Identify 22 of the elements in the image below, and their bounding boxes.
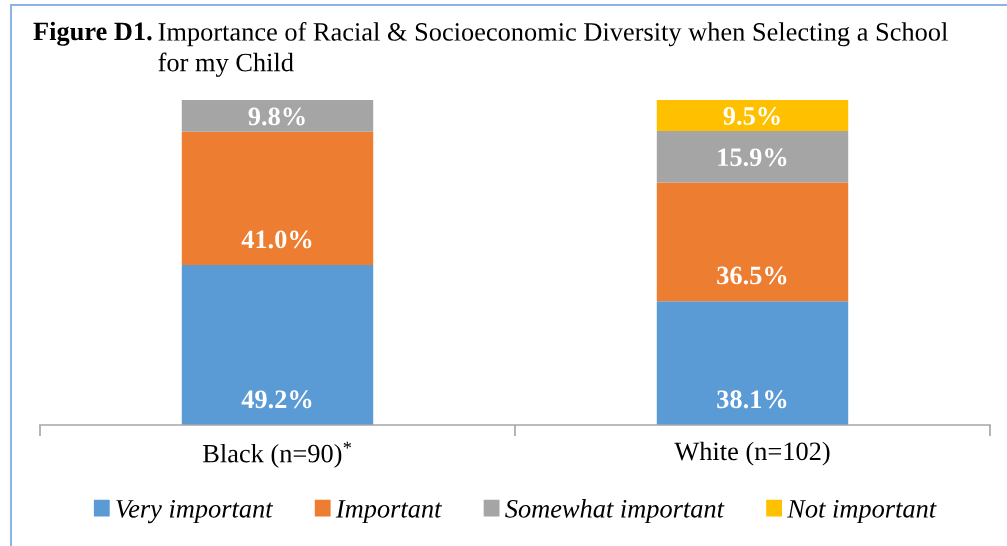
x-tick-label: Black (n=90)$^{*}$ bbox=[203, 441, 352, 468]
legend-label: Very important bbox=[116, 499, 274, 524]
data-label: 38.1% bbox=[717, 390, 787, 409]
legend-label: Important bbox=[335, 500, 442, 524]
data-label: 9.5% bbox=[723, 107, 780, 125]
data-label: 9.8% bbox=[248, 107, 305, 126]
chart-title: Figure D1. bbox=[33, 21, 152, 46]
data-label: 49.2% bbox=[241, 390, 312, 409]
data-label: 36.5% bbox=[717, 266, 787, 285]
data-label: 15.9% bbox=[718, 148, 787, 167]
legend-label: Not important bbox=[787, 499, 937, 524]
bar bbox=[181, 100, 374, 132]
bar bbox=[181, 265, 374, 425]
legend-label: Somewhat important bbox=[505, 499, 725, 524]
bar bbox=[656, 100, 849, 131]
bar bbox=[656, 130, 849, 183]
chart-subtitle: Importance of Racial & Socioeconomic Diversity when Selecting a School for my Child bbox=[158, 22, 948, 77]
bar bbox=[656, 301, 849, 425]
bar bbox=[656, 182, 849, 302]
bar bbox=[181, 131, 374, 266]
x-tick-label: White (n=102) bbox=[674, 441, 830, 466]
data-label: 41.0% bbox=[241, 230, 312, 249]
